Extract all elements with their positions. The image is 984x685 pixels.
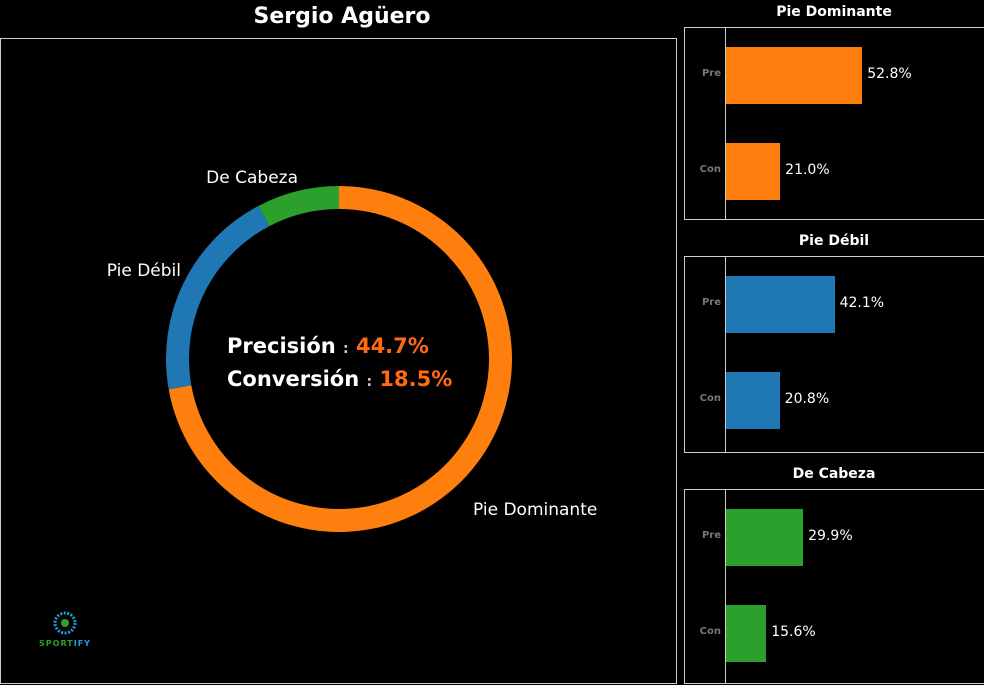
category-label: Con [699,626,721,637]
donut-panel: Pie Dominante Pie Débil De Cabeza Precisió… [0,38,677,684]
value-label: 15.6% [771,624,816,640]
bar [726,605,767,662]
category-label: Con [699,164,721,175]
bar-panel: Pre 42.1% Con 20.8% [684,256,984,453]
bar-panel-title: Pie Dominante [776,4,892,20]
bar [726,372,780,429]
donut-chart: Pie Dominante Pie Débil De Cabeza [107,168,597,532]
category-label: Pre [701,68,721,79]
value-label: 52.8% [867,66,912,82]
logo-text-b: IFY [73,639,91,648]
sportify-logo: SPORTIFY [35,611,95,648]
category-label: Con [699,393,721,404]
bar [726,47,863,104]
slice-label: Pie Dominante [473,500,597,520]
y-axis [725,257,726,452]
logo-text-a: SPORT [39,639,74,648]
value-label: 29.9% [808,528,853,544]
bar [726,276,835,333]
category-label: Pre [701,530,721,541]
y-axis [725,28,726,219]
value-label: 42.1% [839,295,885,311]
separator: : [343,341,349,357]
donut-slice-pie-débil [166,205,270,390]
donut-slice-de-cabeza [258,186,339,227]
conversion-label: Conversión [227,367,360,391]
globe-icon [53,611,77,635]
value-label: 21.0% [785,162,830,178]
y-axis [725,490,726,683]
precision-label: Precisión [227,334,336,358]
bar-panel-title: De Cabeza [792,466,876,482]
chart-title: Sergio Agüero [253,4,431,29]
conversion-value: 18.5% [379,367,453,391]
slice-label: Pie Débil [107,261,181,281]
bar [726,143,781,200]
precision-value: 44.7% [355,334,429,358]
center-stats: Precisión : 44.7% Conversión : 18.5% [227,331,452,397]
category-label: Pre [701,297,721,308]
bar-panel-title: Pie Débil [798,233,870,249]
bar [726,509,804,566]
slice-label: De Cabeza [206,168,298,188]
bar-panel: Pre 52.8% Con 21.0% [684,27,984,220]
value-label: 20.8% [784,391,830,407]
separator: : [366,374,373,390]
bar-panel: Pre 29.9% Con 15.6% [684,489,984,684]
